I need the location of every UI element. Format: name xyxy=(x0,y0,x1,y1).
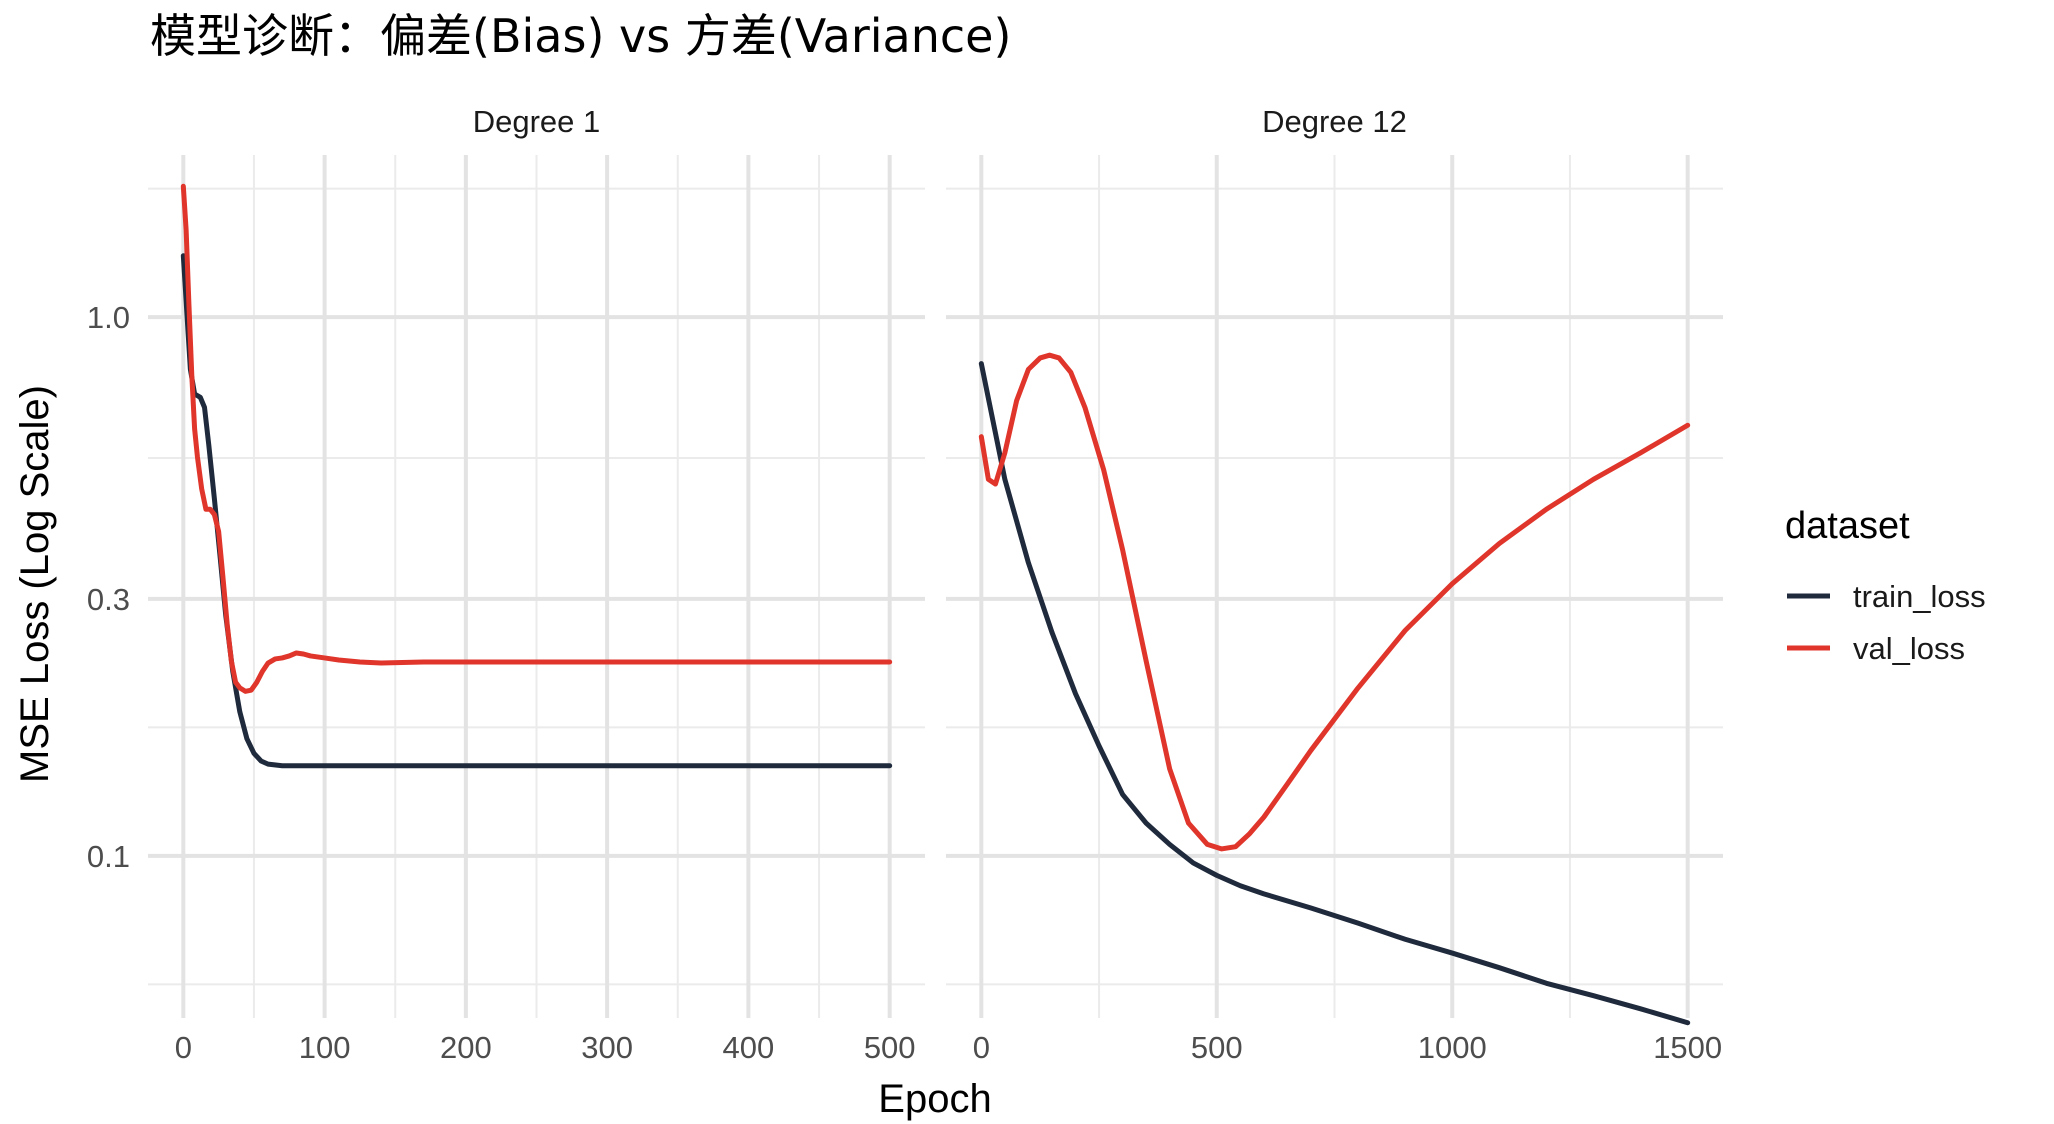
y-tick-label: 0.1 xyxy=(87,839,130,874)
legend-title: dataset xyxy=(1785,505,1910,547)
x-tick-label: 300 xyxy=(581,1030,633,1065)
x-tick-label: 500 xyxy=(864,1030,916,1065)
x-tick-label: 200 xyxy=(440,1030,492,1065)
panels: Degree 1 0 100 200 300 400 500 Degree 12 0 500 100… xyxy=(87,104,1723,1065)
x-tick-label: 500 xyxy=(1191,1030,1243,1065)
y-tick-label: 0.3 xyxy=(87,582,130,617)
y-tick-label: 1.0 xyxy=(87,300,130,335)
x-tick-label: 1000 xyxy=(1418,1030,1487,1065)
facet-label: Degree 12 xyxy=(1262,104,1407,139)
y-axis-ticks: 0.1 0.3 1.0 xyxy=(87,300,130,874)
x-tick-label: 1500 xyxy=(1653,1030,1722,1065)
legend-entries: train_loss val_loss xyxy=(1787,579,1986,666)
x-tick-label: 100 xyxy=(299,1030,351,1065)
series-line-val-loss xyxy=(978,352,1691,852)
x-tick-label: 400 xyxy=(723,1030,775,1065)
x-tick-label: 0 xyxy=(175,1030,192,1065)
panel-1: Degree 1 0 100 200 300 400 500 xyxy=(148,104,925,1065)
chart-title: 模型诊断：偏差(Bias) vs 方差(Variance) xyxy=(150,9,1011,63)
series-line-train-loss xyxy=(180,253,893,769)
legend-label: val_loss xyxy=(1853,631,1965,666)
x-axis-label: Epoch xyxy=(878,1077,991,1121)
facet-label: Degree 1 xyxy=(473,104,601,139)
series-line-train-loss xyxy=(978,361,1691,1026)
panel-2: Degree 12 0 500 1000 1500 xyxy=(946,104,1723,1065)
legend-item: val_loss xyxy=(1787,631,1965,666)
legend-item: train_loss xyxy=(1787,579,1986,614)
series-line-val-loss xyxy=(180,183,893,694)
legend: dataset train_loss val_loss xyxy=(1785,505,1986,666)
legend-label: train_loss xyxy=(1853,579,1986,614)
y-axis-label: MSE Loss (Log Scale) xyxy=(13,385,57,783)
x-tick-label: 0 xyxy=(973,1030,990,1065)
